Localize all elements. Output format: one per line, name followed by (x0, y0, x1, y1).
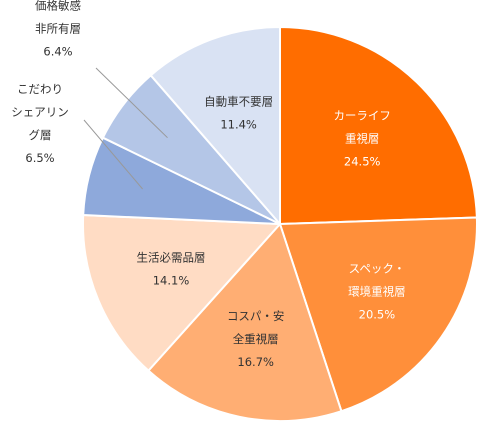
pie-slice-6 (149, 26, 281, 225)
slice-percent-label-3: 14.1% (153, 274, 190, 288)
slice-name-label-6: 自動車不要層 (204, 94, 273, 108)
pie-slice-1 (279, 216, 478, 413)
slice-percent-label-5: 6.4% (43, 45, 72, 59)
slice-name-label-1: スペック・ (349, 261, 405, 275)
slice-name-label-4: グ層 (29, 128, 52, 142)
slice-name-label-2: 全重視層 (233, 332, 279, 346)
slice-name-label-3: 生活必需品層 (137, 251, 206, 265)
slice-name-label-5: 価格敏感 (35, 0, 81, 13)
pie-slice-0 (279, 26, 478, 225)
pie-slice-3 (82, 214, 281, 372)
slice-percent-label-1: 20.5% (359, 307, 396, 321)
slice-name-label-0: 重視層 (345, 132, 380, 146)
slice-percent-label-2: 16.7% (237, 355, 274, 369)
slice-name-label-2: コスパ・安 (227, 309, 285, 323)
slice-percent-label-0: 24.5% (344, 155, 381, 169)
slice-name-label-0: カーライフ (333, 109, 391, 123)
slice-percent-label-6: 11.4% (220, 117, 257, 131)
leader-line-5 (95, 67, 168, 139)
pie-slice-2 (147, 223, 343, 422)
slice-percent-label-4: 6.5% (25, 151, 54, 165)
leader-line-4 (83, 119, 143, 190)
slice-name-label-4: シェアリン (11, 105, 69, 119)
slice-name-label-1: 環境重視層 (348, 284, 406, 298)
slice-name-label-4: こだわり (17, 82, 63, 96)
pie-slices (82, 26, 478, 422)
slice-name-label-5: 非所有層 (35, 22, 81, 36)
leader-lines (83, 67, 168, 190)
